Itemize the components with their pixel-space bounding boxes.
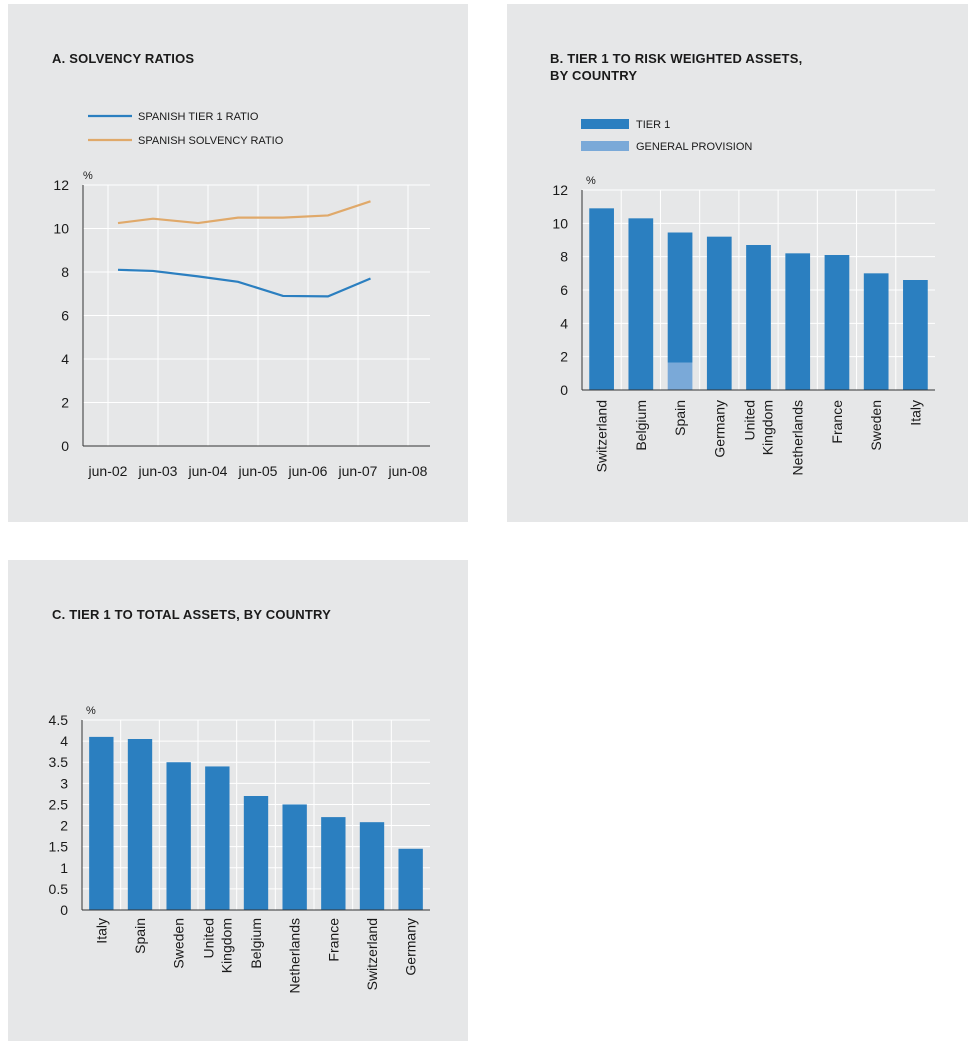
chart-c-y-tick-label: 0 xyxy=(60,902,68,918)
chart-b-x-tick-label: Italy xyxy=(907,400,923,426)
chart-a-y-tick-label: 10 xyxy=(53,221,69,237)
chart-c-bar xyxy=(127,739,153,910)
panel-solvency-ratios: A. SOLVENCY RATIOS % 0 2 4 6 8 10 12 jun-02 jun-0… xyxy=(8,4,468,522)
chart-c-y-tick-label: 2 xyxy=(60,818,68,834)
chart-c-tier1-total-assets: % 0 0.5 1 1.5 2 2.5 3 3.5 4 4.5 Italy Spain Sweden Uni… xyxy=(49,705,430,994)
chart-c-y-tick-label: 4 xyxy=(60,733,68,749)
chart-a-title: A. SOLVENCY RATIOS xyxy=(52,51,195,66)
chart-c-x-tick-label: Italy xyxy=(93,918,109,944)
chart-c-x-tick-label: Spain xyxy=(132,918,148,954)
chart-c-bar xyxy=(321,817,346,910)
chart-b-bar xyxy=(903,280,928,390)
chart-a-x-tick-label: jun-06 xyxy=(288,463,328,479)
chart-b-legend-swatch-2 xyxy=(581,141,629,151)
chart-b-x-tick-label: Belgium xyxy=(633,400,649,451)
chart-a-y-tick-label: 0 xyxy=(61,438,69,454)
chart-b-legend-label-2: GENERAL PROVISION xyxy=(636,141,752,153)
chart-a-y-tick-label: 12 xyxy=(53,177,69,193)
chart-b-y-tick-label: 8 xyxy=(560,249,568,265)
chart-b-bar xyxy=(667,232,693,363)
chart-b-x-tick-label: Spain xyxy=(672,400,688,436)
chart-a-x-tick-label: jun-03 xyxy=(138,463,178,479)
chart-c-bar xyxy=(166,762,191,910)
chart-c-bar xyxy=(398,848,423,910)
chart-c-y-tick-label: 0.5 xyxy=(49,881,69,897)
chart-b-title-line1: B. TIER 1 TO RISK WEIGHTED ASSETS, xyxy=(550,51,803,66)
chart-b-x-tick-label: Switzerland xyxy=(594,400,610,472)
chart-b-y-tick-label: 2 xyxy=(560,349,568,365)
chart-c-x-tick-label: Netherlands xyxy=(287,918,303,994)
chart-b-x-tick-label: Kingdom xyxy=(760,400,776,455)
chart-b-y-tick-label: 12 xyxy=(552,182,568,198)
chart-a-x-tick-label: jun-08 xyxy=(388,463,428,479)
chart-c-y-tick-label: 3.5 xyxy=(49,754,69,770)
chart-b-x-tick-label: Germany xyxy=(711,400,727,458)
chart-a-legend-label-2: SPANISH SOLVENCY RATIO xyxy=(138,135,284,147)
panel-tier1-rwa: B. TIER 1 TO RISK WEIGHTED ASSETS, BY CO… xyxy=(507,4,968,522)
chart-c-x-tick-label: France xyxy=(325,918,341,962)
chart-a-series-line-2 xyxy=(117,200,371,225)
chart-c-bar xyxy=(243,796,269,910)
chart-b-legend-swatch-1 xyxy=(581,119,629,129)
chart-c-unit-label: % xyxy=(86,705,96,717)
chart-b-tier1-rwa: % 0 2 4 6 8 10 12 Switzerland Belgium Spain Germany… xyxy=(552,119,935,476)
chart-b-y-tick-label: 6 xyxy=(560,282,568,298)
chart-c-bar xyxy=(359,822,385,910)
chart-b-bar xyxy=(706,236,732,390)
chart-b-bar xyxy=(785,253,811,390)
chart-a-solvency-ratios: % 0 2 4 6 8 10 12 jun-02 jun-03 jun-04 jun-05 jun-06… xyxy=(53,111,430,479)
chart-b-bar-provision xyxy=(667,362,693,390)
chart-b-y-tick-label: 4 xyxy=(560,315,568,331)
chart-c-x-tick-label: United xyxy=(200,918,216,958)
chart-b-unit-label: % xyxy=(586,175,596,187)
chart-b-title: B. TIER 1 TO RISK WEIGHTED ASSETS, BY CO… xyxy=(550,50,802,84)
chart-b-y-tick-label: 10 xyxy=(552,215,568,231)
chart-c-bar xyxy=(89,736,114,910)
chart-a-y-tick-label: 2 xyxy=(61,395,69,411)
chart-a-y-tick-label: 8 xyxy=(61,264,69,280)
chart-b-y-tick-label: 0 xyxy=(560,382,568,398)
chart-c-x-tick-label: Kingdom xyxy=(218,918,234,973)
chart-b-x-tick-label: France xyxy=(829,400,845,444)
chart-c-x-tick-label: Switzerland xyxy=(364,918,380,990)
chart-b-bar xyxy=(863,273,889,390)
chart-b-bar xyxy=(589,208,614,390)
chart-a-x-tick-label: jun-07 xyxy=(338,463,378,479)
chart-b-x-tick-label: Sweden xyxy=(868,400,884,451)
chart-c-y-tick-label: 4.5 xyxy=(49,712,69,728)
chart-c-y-tick-label: 3 xyxy=(60,775,68,791)
chart-c-bar xyxy=(205,766,230,910)
chart-a-legend-label-1: SPANISH TIER 1 RATIO xyxy=(138,111,259,123)
chart-a-x-tick-label: jun-04 xyxy=(188,463,228,479)
chart-b-bar xyxy=(824,255,850,390)
chart-c-x-tick-label: Sweden xyxy=(171,918,187,969)
chart-a-x-tick-label: jun-02 xyxy=(88,463,128,479)
panel-tier1-total-assets: C. TIER 1 TO TOTAL ASSETS, BY COUNTRY % 0… xyxy=(8,560,468,1041)
chart-b-x-tick-label: United xyxy=(742,400,758,440)
chart-c-y-tick-label: 2.5 xyxy=(49,796,69,812)
chart-a-unit-label: % xyxy=(83,170,93,182)
chart-a-y-tick-label: 4 xyxy=(61,351,69,367)
chart-b-bar xyxy=(746,245,771,390)
chart-c-x-tick-label: Belgium xyxy=(248,918,264,969)
chart-b-x-tick-label: Netherlands xyxy=(790,400,806,476)
chart-b-legend-label-1: TIER 1 xyxy=(636,119,670,131)
chart-a-x-tick-label: jun-05 xyxy=(238,463,278,479)
chart-c-y-tick-label: 1 xyxy=(60,860,68,876)
chart-b-title-line2: BY COUNTRY xyxy=(550,68,638,83)
chart-a-series-line-1 xyxy=(117,268,371,298)
chart-c-title: C. TIER 1 TO TOTAL ASSETS, BY COUNTRY xyxy=(52,607,331,622)
chart-b-bar xyxy=(628,218,654,390)
chart-a-y-tick-label: 6 xyxy=(61,308,69,324)
chart-c-bar xyxy=(282,804,307,910)
chart-c-x-tick-label: Germany xyxy=(403,918,419,976)
chart-c-y-tick-label: 1.5 xyxy=(49,839,69,855)
